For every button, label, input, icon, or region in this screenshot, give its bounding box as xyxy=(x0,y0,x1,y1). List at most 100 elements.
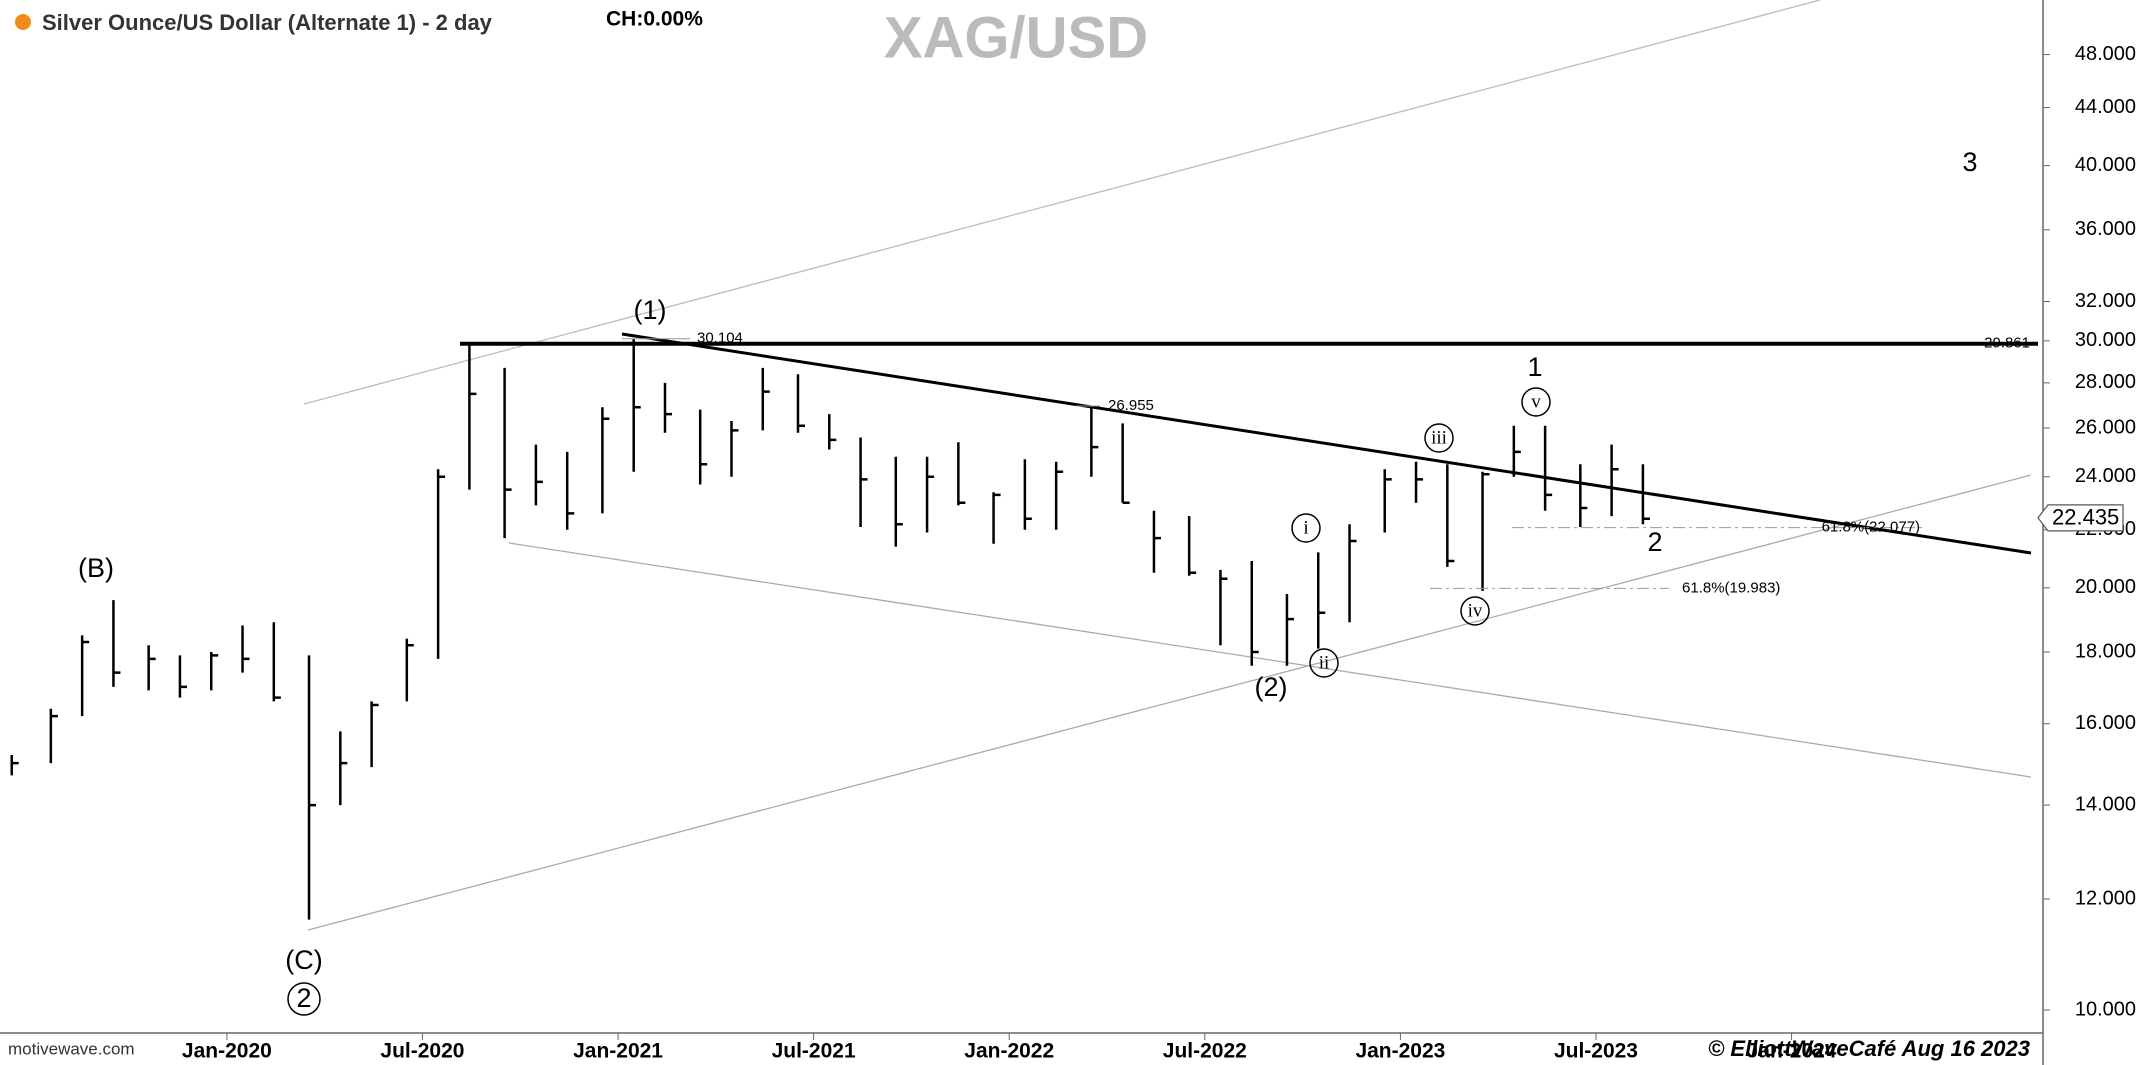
price-bar xyxy=(1152,510,1161,573)
wave-circle xyxy=(1291,513,1321,543)
wave-label: (C) xyxy=(285,945,322,975)
x-tick-label: Jul-2021 xyxy=(772,1040,856,1063)
wave-label: 1 xyxy=(1527,352,1542,382)
price-bar xyxy=(436,469,446,659)
last-price-label: 22.435 xyxy=(2052,505,2119,530)
chart-title: Silver Ounce/US Dollar (Alternate 1) - 2… xyxy=(42,10,493,35)
price-bar xyxy=(209,652,219,691)
price-bar xyxy=(992,492,1001,544)
price-bar xyxy=(1317,552,1326,649)
channel-line xyxy=(508,542,2032,778)
y-tick-label: 10.000 xyxy=(2075,998,2136,1020)
x-tick-label: Jul-2023 xyxy=(1554,1040,1638,1063)
y-tick-label: 40.000 xyxy=(2075,154,2136,176)
price-bar xyxy=(796,374,805,433)
y-tick-label: 16.000 xyxy=(2075,712,2136,734)
y-tick-label: 32.000 xyxy=(2075,290,2136,312)
price-bar xyxy=(1348,524,1357,623)
y-tick-label: 36.000 xyxy=(2075,218,2136,240)
price-bar xyxy=(1512,425,1521,477)
wave-circle xyxy=(287,982,321,1016)
x-tick-label: Jan-2024 xyxy=(1747,1040,1837,1063)
price-bar xyxy=(894,456,903,547)
wave-label: 2 xyxy=(296,983,311,1013)
wave-label: 3 xyxy=(1962,147,1977,177)
price-bar xyxy=(1383,469,1392,533)
price-bar xyxy=(730,421,739,477)
price-bar xyxy=(1579,464,1588,528)
y-tick-label: 44.000 xyxy=(2075,96,2136,118)
source: motivewave.com xyxy=(8,1039,135,1058)
level-label: 29.861 xyxy=(1984,335,2030,352)
level-label: 61.8%(19.983) xyxy=(1682,579,1780,596)
y-tick-label: 14.000 xyxy=(2075,793,2136,815)
y-tick-label: 12.000 xyxy=(2075,887,2136,909)
wave-label: iii xyxy=(1431,427,1447,448)
price-bar xyxy=(272,622,281,702)
price-bar xyxy=(828,414,837,450)
watermark: XAG/USD xyxy=(884,5,1148,70)
price-bar xyxy=(49,708,58,764)
price-bar xyxy=(339,731,348,806)
price-bar xyxy=(1446,464,1455,567)
wave-label: 2 xyxy=(1647,527,1662,557)
price-bar xyxy=(80,635,90,717)
channel-line xyxy=(303,0,1821,405)
x-tick-label: Jan-2020 xyxy=(182,1040,272,1063)
price-bar xyxy=(1054,461,1064,530)
price-bar xyxy=(1641,464,1650,525)
price-bar xyxy=(241,625,250,673)
price-bar xyxy=(698,409,708,485)
x-tick-label: Jan-2023 xyxy=(1355,1040,1445,1063)
y-tick-label: 48.000 xyxy=(2075,43,2136,65)
wave-circle xyxy=(1521,387,1551,417)
price-bar xyxy=(1250,561,1259,666)
channel-line xyxy=(307,474,2032,931)
price-bar xyxy=(1414,461,1424,503)
price-bar xyxy=(178,655,187,698)
price-bar xyxy=(632,338,641,472)
wave-circle xyxy=(1309,648,1339,678)
price-bar xyxy=(1543,425,1553,511)
status-dot xyxy=(15,14,31,30)
price-bar xyxy=(925,456,935,533)
price-bar xyxy=(1090,406,1099,477)
y-tick-label: 20.000 xyxy=(2075,576,2136,598)
price-bar xyxy=(307,655,317,920)
price-bar xyxy=(859,437,868,528)
wave-circle xyxy=(1460,596,1490,626)
price-bar xyxy=(601,407,610,514)
wave-label: iv xyxy=(1468,600,1483,621)
last-price-box xyxy=(2037,504,2124,532)
x-tick-label: Jan-2022 xyxy=(964,1040,1054,1063)
price-bar xyxy=(370,701,379,768)
x-tick-label: Jul-2022 xyxy=(1163,1040,1247,1063)
trend-line xyxy=(621,332,2032,555)
level-label: 30.104 xyxy=(697,330,743,347)
wave-label: i xyxy=(1303,517,1308,538)
price-bar xyxy=(503,367,512,539)
level-label: 26.955 xyxy=(1108,397,1154,414)
price-bar xyxy=(147,645,156,691)
price-bar xyxy=(761,367,770,431)
price-bar xyxy=(405,638,414,702)
price-bar xyxy=(468,342,477,490)
y-tick-label: 26.000 xyxy=(2075,416,2136,438)
price-bar xyxy=(1023,459,1032,530)
price-bar xyxy=(112,600,121,687)
price-bar xyxy=(1187,516,1197,576)
level-label: 61.8%(22.077) xyxy=(1822,519,1920,536)
wave-label: ii xyxy=(1319,652,1330,673)
price-bar xyxy=(663,382,672,433)
price-bar xyxy=(534,444,543,506)
x-tick-label: Jul-2020 xyxy=(380,1040,464,1063)
copyright: © ElliottWaveCafé Aug 16 2023 xyxy=(1708,1036,2030,1061)
y-tick-label: 28.000 xyxy=(2075,371,2136,393)
price-bar xyxy=(1121,423,1130,504)
price-bar xyxy=(1610,444,1619,517)
y-tick-label: 18.000 xyxy=(2075,640,2136,662)
price-bar xyxy=(565,451,575,530)
wave-label: (1) xyxy=(634,295,667,325)
